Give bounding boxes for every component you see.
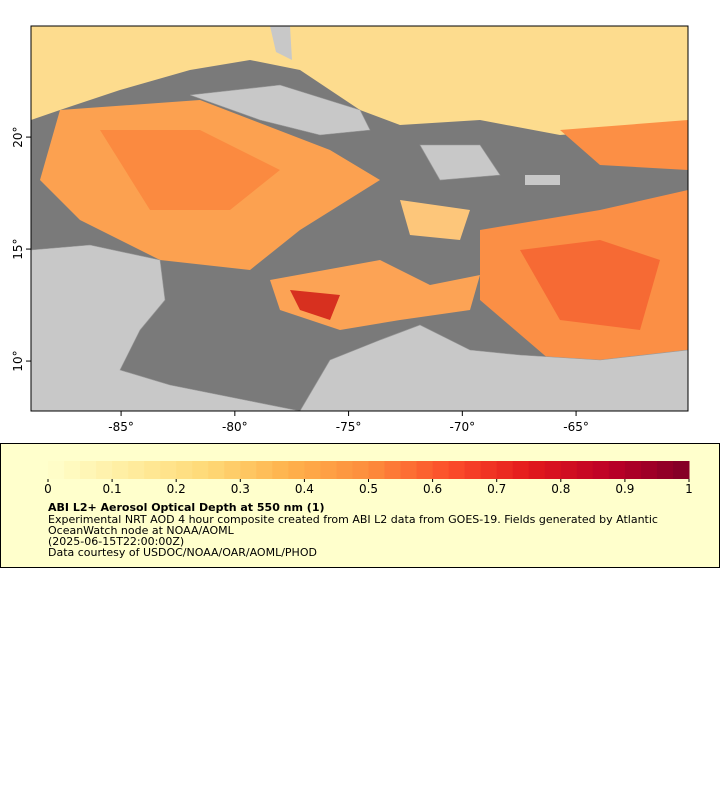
colorbar-step <box>368 461 386 479</box>
colorbar-step <box>560 461 578 479</box>
colorbar-step <box>512 461 530 479</box>
colorbar-tick-label: 0.6 <box>423 482 442 496</box>
colorbar-step <box>656 461 674 479</box>
colorbar-step <box>592 461 610 479</box>
colorbar-tick-label: 0.1 <box>103 482 122 496</box>
colorbar-step <box>352 461 369 479</box>
colorbar-step <box>192 461 209 479</box>
colorbar-step <box>576 461 594 479</box>
legend-panel: 0 0.1 0.2 0.3 0.4 0.5 0.6 0.7 0.8 0.9 1 ABI L2+ Ae… <box>0 443 720 568</box>
x-tick-label: -70° <box>450 420 476 434</box>
credit: Data courtesy of USDOC/NOAA/OAR/AOML/PHO… <box>48 546 317 559</box>
colorbar-step <box>448 461 466 479</box>
colorbar-step <box>144 461 161 479</box>
colorbar-step <box>416 461 434 479</box>
colorbar-title: ABI L2+ Aerosol Optical Depth at 550 nm … <box>48 501 325 514</box>
colorbar-step <box>464 461 482 479</box>
colorbar-step <box>256 461 273 479</box>
colorbar-step <box>80 461 97 479</box>
aerosol-region <box>31 26 688 135</box>
aerosol-region <box>560 120 688 170</box>
colorbar-step <box>96 461 113 479</box>
land <box>270 26 292 60</box>
y-tick-label: 20° <box>11 126 25 147</box>
colorbar-step <box>288 461 305 479</box>
land <box>189 84 371 136</box>
colorbar-step <box>672 461 690 479</box>
colorbar-step <box>224 461 241 479</box>
x-tick-label: -80° <box>222 420 248 434</box>
colorbar-step <box>240 461 257 479</box>
description: Experimental NRT AOD 4 hour composite cr… <box>48 513 658 537</box>
aerosol-region <box>100 130 280 210</box>
map: -85° -80° -75° -70° -65° 10° 15° 20° <box>11 25 689 434</box>
colorbar-step <box>272 461 289 479</box>
colorbar-step <box>400 461 418 479</box>
x-tick-label: -85° <box>108 420 134 434</box>
colorbar-tick-label: 0.3 <box>231 482 250 496</box>
colorbar-step <box>176 461 193 479</box>
colorbar-tick-label: 0.4 <box>295 482 314 496</box>
colorbar-step <box>384 461 402 479</box>
y-tick-label: 10° <box>11 350 25 371</box>
colorbar-step <box>128 461 145 479</box>
colorbar-step <box>480 461 498 479</box>
land <box>419 144 501 181</box>
colorbar-step <box>432 461 450 479</box>
map-frame <box>30 25 689 412</box>
y-tick-label: 15° <box>11 238 25 259</box>
aerosol-region <box>520 240 660 330</box>
colorbar-tick-label: 0 <box>44 482 52 496</box>
colorbar-step <box>608 461 626 479</box>
colorbar-step <box>160 461 177 479</box>
colorbar-tick-label: 0.9 <box>615 482 634 496</box>
colorbar-step <box>112 461 129 479</box>
colorbar-step <box>48 461 65 479</box>
colorbar-tick-label: 0.2 <box>167 482 186 496</box>
colorbar-step <box>528 461 546 479</box>
colorbar-tick-label: 0.7 <box>487 482 506 496</box>
timestamp: (2025-06-15T22:00:00Z) <box>48 535 185 548</box>
colorbar-tick-label: 1 <box>685 482 693 496</box>
colorbar-step <box>304 461 321 479</box>
colorbar-step <box>544 461 562 479</box>
colorbar-step <box>640 461 658 479</box>
x-tick-label: -75° <box>336 420 362 434</box>
colorbar: 0 0.1 0.2 0.3 0.4 0.5 0.6 0.7 0.8 0.9 1 <box>44 461 693 496</box>
colorbar-tick-label: 0.5 <box>359 482 378 496</box>
colorbar-step <box>208 461 225 479</box>
colorbar-step <box>336 461 353 479</box>
aerosol-region <box>400 200 470 240</box>
aerosol-region <box>290 290 340 320</box>
colorbar-step <box>624 461 642 479</box>
colorbar-step <box>496 461 514 479</box>
colorbar-step <box>64 461 81 479</box>
colorbar-tick-label: 0.8 <box>551 482 570 496</box>
land <box>525 175 560 185</box>
x-tick-label: -65° <box>563 420 589 434</box>
colorbar-step <box>320 461 337 479</box>
